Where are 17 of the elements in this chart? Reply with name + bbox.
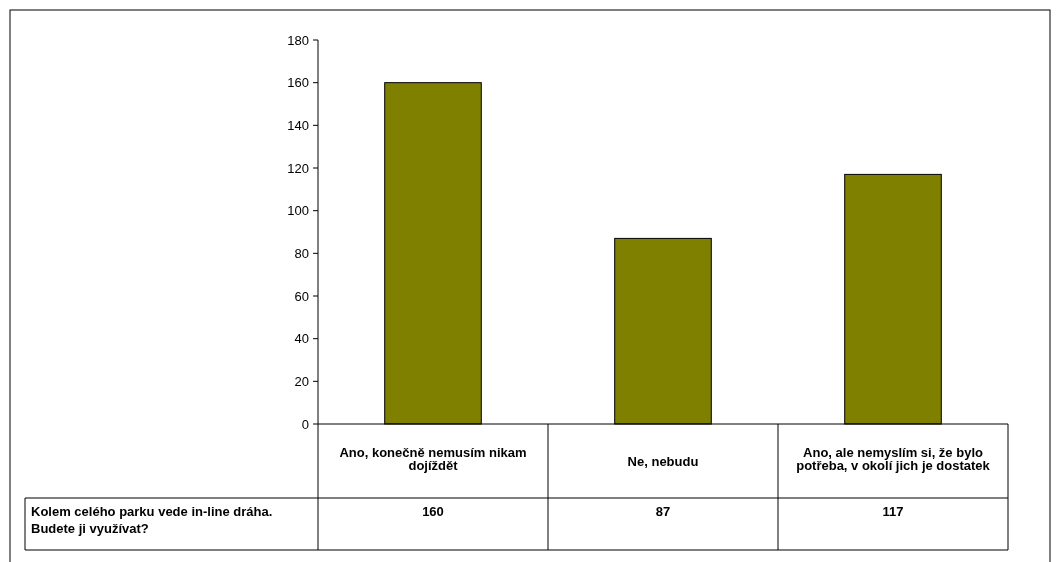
y-tick-label: 20 xyxy=(294,373,309,389)
data-label: 160 xyxy=(422,504,444,519)
y-tick-label: 160 xyxy=(287,75,309,91)
y-tick-label: 0 xyxy=(301,416,309,432)
text: Kolem celého parku vede in-line dráha. Budete ji využívat? xyxy=(31,504,273,536)
y-tick-label: 40 xyxy=(294,331,309,347)
data-label: 87 xyxy=(655,504,671,519)
y-tick-label: 140 xyxy=(287,117,309,133)
y-tick-label: 100 xyxy=(287,203,309,219)
x-tick-label: Ne, nebudu xyxy=(627,453,699,469)
data-label: 117 xyxy=(882,504,904,519)
y-tick-label: 80 xyxy=(294,245,309,261)
y-tick-label: 60 xyxy=(294,288,309,304)
y-tick-label: 120 xyxy=(287,160,309,176)
x-tick-label: Ano, konečně nemusím nikam dojíždět xyxy=(339,445,527,473)
x-tick-label: Ano, ale nemyslím si, že bylo potřeba, v okolí jich je dostatek xyxy=(796,445,991,473)
y-tick-label: 180 xyxy=(287,32,309,48)
